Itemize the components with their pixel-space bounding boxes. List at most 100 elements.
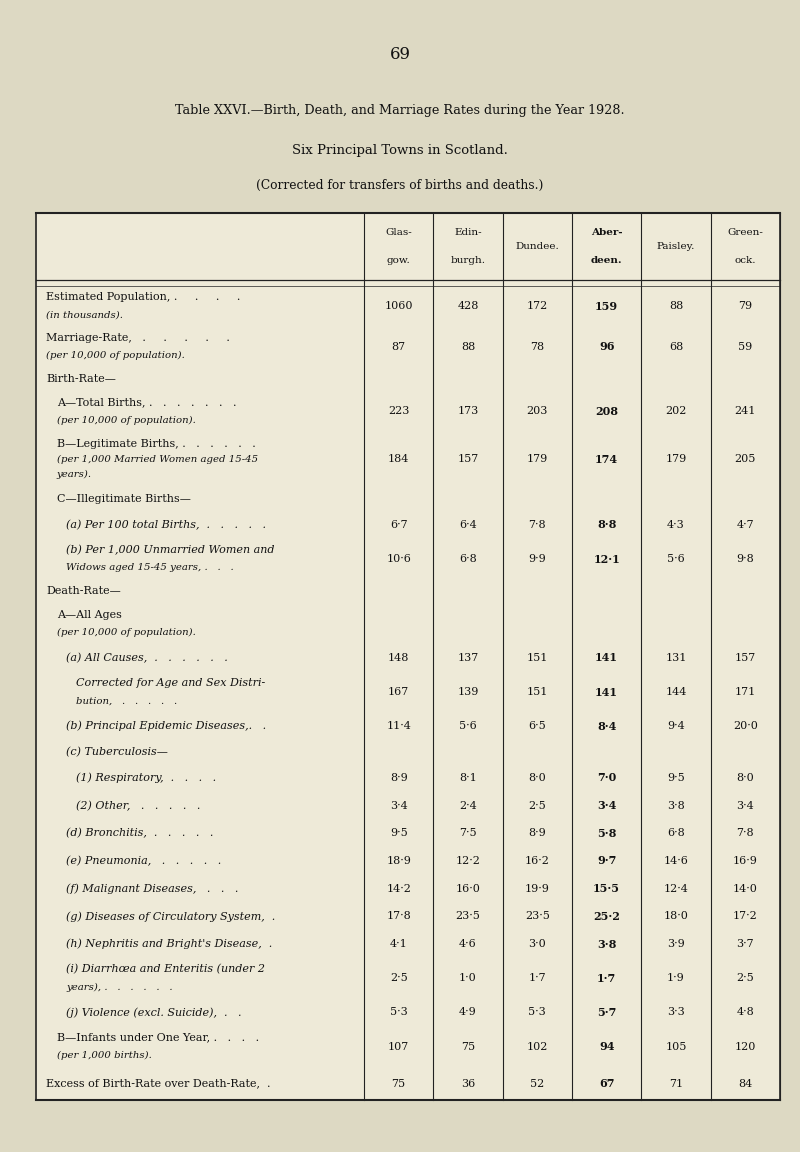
Text: C—Illegitimate Births—: C—Illegitimate Births—	[57, 494, 190, 505]
Text: gow.: gow.	[386, 256, 410, 265]
Text: 5·7: 5·7	[597, 1007, 616, 1018]
Text: 96: 96	[599, 341, 614, 353]
Text: 141: 141	[595, 687, 618, 697]
Text: 131: 131	[666, 653, 686, 662]
Text: 3·3: 3·3	[667, 1008, 685, 1017]
Text: 2·4: 2·4	[459, 801, 477, 811]
Text: burgh.: burgh.	[450, 256, 486, 265]
Text: 179: 179	[526, 454, 548, 464]
Text: 1·0: 1·0	[459, 973, 477, 984]
Text: Estimated Population, .     .     .     .: Estimated Population, . . . .	[46, 293, 241, 302]
Text: 8·4: 8·4	[597, 721, 616, 732]
Text: 8·1: 8·1	[459, 773, 477, 783]
Text: (per 10,000 of population).: (per 10,000 of population).	[57, 416, 196, 425]
Text: B—Infants under One Year, .   .   .   .: B—Infants under One Year, . . . .	[57, 1032, 259, 1043]
Text: 79: 79	[738, 301, 752, 311]
Text: 141: 141	[595, 652, 618, 664]
Text: years), .   .   .   .   .   .: years), . . . . . .	[66, 983, 173, 992]
Text: (g) Diseases of Circulatory System,  .: (g) Diseases of Circulatory System, .	[66, 911, 276, 922]
Text: 137: 137	[458, 653, 478, 662]
Text: 87: 87	[392, 342, 406, 351]
Text: 18·0: 18·0	[663, 911, 689, 922]
Text: 68: 68	[669, 342, 683, 351]
Text: Glas-: Glas-	[386, 228, 412, 237]
Text: Corrected for Age and Sex Distri-: Corrected for Age and Sex Distri-	[76, 679, 266, 688]
Text: 12·2: 12·2	[455, 856, 481, 866]
Text: (a) All Causes,  .   .   .   .   .   .: (a) All Causes, . . . . . .	[66, 653, 228, 664]
Text: 157: 157	[458, 454, 478, 464]
Text: 75: 75	[461, 1041, 475, 1052]
Text: 18·9: 18·9	[386, 856, 411, 866]
Text: 15·5: 15·5	[593, 884, 620, 894]
Text: 3·0: 3·0	[529, 939, 546, 949]
Text: 4·3: 4·3	[667, 520, 685, 530]
Text: 16·0: 16·0	[455, 884, 481, 894]
Text: 14·0: 14·0	[733, 884, 758, 894]
Text: 16·2: 16·2	[525, 856, 550, 866]
Text: 4·1: 4·1	[390, 939, 407, 949]
Text: Death-Rate—: Death-Rate—	[46, 586, 121, 597]
Text: 203: 203	[526, 407, 548, 416]
Text: 205: 205	[734, 454, 756, 464]
Text: (2) Other,   .   .   .   .   .: (2) Other, . . . . .	[76, 801, 200, 811]
Text: 36: 36	[461, 1078, 475, 1089]
Text: 5·3: 5·3	[390, 1008, 407, 1017]
Text: 107: 107	[388, 1041, 410, 1052]
Text: 159: 159	[595, 301, 618, 311]
Text: 59: 59	[738, 342, 753, 351]
Text: 3·8: 3·8	[667, 801, 685, 811]
Text: 84: 84	[738, 1078, 753, 1089]
Text: (b) Principal Epidemic Diseases,.   .: (b) Principal Epidemic Diseases,. .	[66, 721, 266, 732]
Text: 144: 144	[666, 687, 686, 697]
Text: 10·6: 10·6	[386, 554, 411, 564]
Text: 9·8: 9·8	[737, 554, 754, 564]
Text: bution,   .   .   .   .   .: bution, . . . . .	[76, 697, 178, 705]
Text: 88: 88	[669, 301, 683, 311]
Text: 208: 208	[595, 406, 618, 417]
Text: 6·5: 6·5	[529, 721, 546, 732]
Text: 8·9: 8·9	[390, 773, 407, 783]
Text: 11·4: 11·4	[386, 721, 411, 732]
Text: 8·0: 8·0	[529, 773, 546, 783]
Text: 9·9: 9·9	[529, 554, 546, 564]
Text: 7·5: 7·5	[459, 828, 477, 839]
Text: 2·5: 2·5	[390, 973, 407, 984]
Text: 3·7: 3·7	[737, 939, 754, 949]
Text: 148: 148	[388, 653, 410, 662]
Text: (per 1,000 births).: (per 1,000 births).	[57, 1051, 152, 1060]
Text: 105: 105	[666, 1041, 686, 1052]
Text: Green-: Green-	[727, 228, 763, 237]
Text: (1) Respiratory,  .   .   .   .: (1) Respiratory, . . . .	[76, 773, 216, 783]
Text: 3·8: 3·8	[597, 939, 616, 949]
Text: Excess of Birth-Rate over Death-Rate,  .: Excess of Birth-Rate over Death-Rate, .	[46, 1078, 271, 1089]
Text: 428: 428	[458, 301, 478, 311]
Text: 14·6: 14·6	[663, 856, 689, 866]
Text: 1·7: 1·7	[529, 973, 546, 984]
Text: Paisley.: Paisley.	[657, 242, 695, 251]
Text: 7·0: 7·0	[597, 772, 616, 783]
Text: (e) Pneumonia,   .   .   .   .   .: (e) Pneumonia, . . . . .	[66, 856, 222, 866]
Text: Widows aged 15-45 years, .   .   .: Widows aged 15-45 years, . . .	[66, 563, 234, 573]
Text: 23·5: 23·5	[455, 911, 481, 922]
Text: 151: 151	[526, 653, 548, 662]
Text: (c) Tuberculosis—: (c) Tuberculosis—	[66, 746, 168, 757]
Text: 9·5: 9·5	[390, 828, 407, 839]
Text: 5·3: 5·3	[529, 1008, 546, 1017]
Text: 52: 52	[530, 1078, 545, 1089]
Text: 3·9: 3·9	[667, 939, 685, 949]
Text: 25·2: 25·2	[594, 911, 620, 922]
Text: 184: 184	[388, 454, 410, 464]
Text: 16·9: 16·9	[733, 856, 758, 866]
Text: 69: 69	[390, 46, 410, 63]
Text: 9·5: 9·5	[667, 773, 685, 783]
Text: 20·0: 20·0	[733, 721, 758, 732]
Text: B—Legitimate Births, .   .   .   .   .   .: B—Legitimate Births, . . . . . .	[57, 439, 255, 449]
Text: 120: 120	[734, 1041, 756, 1052]
Text: (per 10,000 of population).: (per 10,000 of population).	[46, 351, 186, 361]
Text: 5·8: 5·8	[597, 828, 616, 839]
Text: Table XXVI.—Birth, Death, and Marriage Rates during the Year 1928.: Table XXVI.—Birth, Death, and Marriage R…	[175, 104, 625, 116]
Text: 4·8: 4·8	[737, 1008, 754, 1017]
Text: 71: 71	[669, 1078, 683, 1089]
Text: 8·9: 8·9	[529, 828, 546, 839]
Text: 4·6: 4·6	[459, 939, 477, 949]
